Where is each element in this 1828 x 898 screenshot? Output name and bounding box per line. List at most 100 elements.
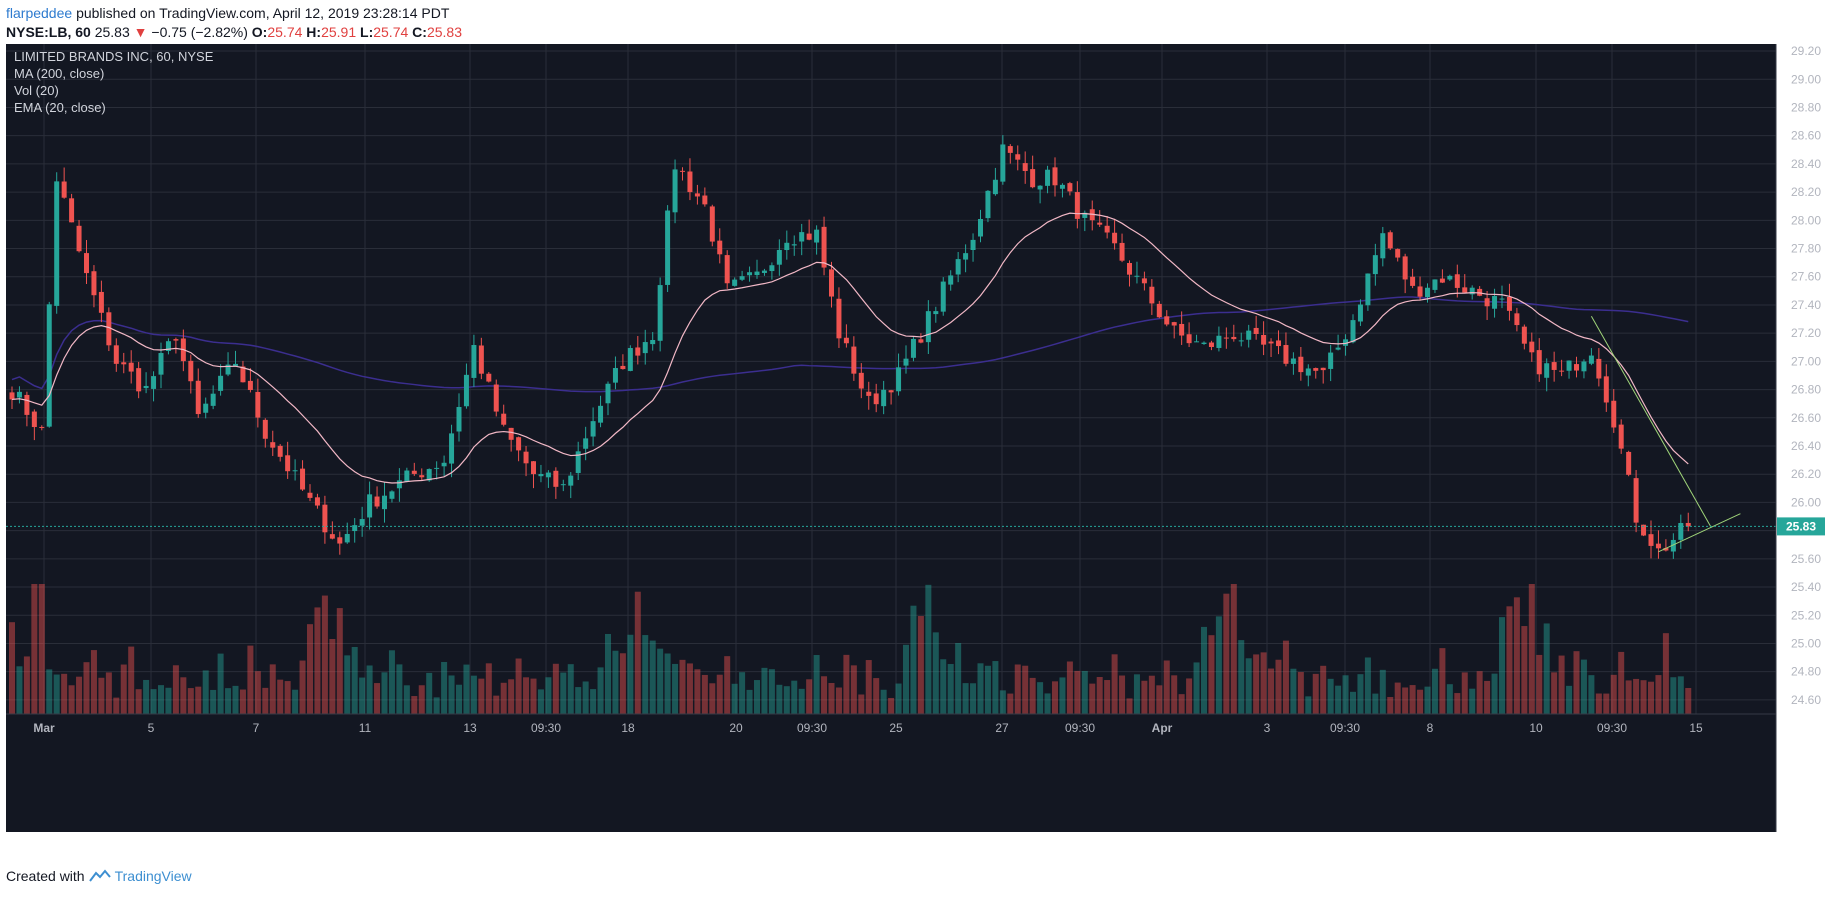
volume-bar [1506,606,1513,714]
candle-body [270,442,276,448]
volume-bar [649,640,656,714]
candle-body [151,376,157,389]
trendline[interactable] [1590,315,1712,527]
candle-body [754,271,760,276]
time-axis[interactable]: Mar 5 7 11 13 09:30 18 20 09:30 25 27 09:30 Apr 3 09:3… [33,721,1703,735]
price-axis[interactable]: 29.20 29.00 28.80 28.60 28.40 28.20 28.00 27.80… [1791,44,1821,707]
candle-body [1626,451,1632,475]
candle-body [158,353,164,375]
candle-body [672,169,678,213]
candle-body [136,368,142,392]
volume-bar [560,672,567,714]
candle-body [583,438,589,449]
volume-bar [68,685,75,714]
price-tick-label: 25.40 [1791,580,1821,594]
candle-body [121,362,127,365]
candle-body [247,380,253,390]
volume-bar [1431,668,1438,714]
legend-vol[interactable]: Vol (20) [14,83,59,98]
volume-bar [1670,677,1677,714]
volume-bar [247,645,254,714]
price-tick-label: 28.20 [1791,185,1821,199]
volume-bar [463,664,470,714]
volume-bar [1513,597,1520,714]
trendlines[interactable] [1590,315,1741,553]
volume-bar [1230,584,1237,714]
volume-bar [31,584,38,714]
legend-ema[interactable]: EMA (20, close) [14,100,106,115]
volume-bar [448,675,455,714]
price-tick-label: 25.00 [1791,636,1821,650]
tradingview-brand-link[interactable]: TradingView [114,868,192,884]
volume-bar [470,675,477,714]
volume-bar [1104,680,1111,714]
candle-body [277,445,283,457]
ma-200-line [11,296,1689,393]
candle-body [769,265,775,272]
volume-bar [1133,674,1140,714]
candle-body [1559,370,1565,372]
volume-bar [1312,673,1319,714]
candle-body [843,337,849,344]
volume-bar [590,689,597,714]
price-tick-label: 27.60 [1791,270,1821,284]
candle-body [300,468,306,490]
volume-bar [418,685,425,714]
volume-bar [768,669,775,714]
candle-body [948,275,954,285]
volume-bar [351,646,358,714]
candle-body [620,365,626,370]
candle-body [1074,192,1080,219]
candle-body [1670,539,1676,552]
volume-bar [783,686,790,714]
candle-body [888,390,894,393]
legend-ma[interactable]: MA (200, close) [14,66,104,81]
volume-bar [403,685,410,714]
volume-bar [1282,640,1289,714]
candle-body [1134,275,1140,277]
volume-bar [1297,672,1304,714]
volume-bar [575,687,582,714]
candle-body [203,403,209,413]
volume-bar [1320,665,1327,714]
volume-bar [612,650,619,714]
volume-bar [321,595,328,714]
open-label: O: [251,24,268,40]
volume-bar [1215,616,1222,714]
author-link[interactable]: flarpeddee [6,5,73,21]
time-tick-label: 11 [359,721,372,735]
candle-body [791,244,797,246]
volume-bar [180,677,187,714]
time-tick-label: 25 [889,721,903,735]
volume-bar [441,661,448,714]
volume-bar [962,683,969,714]
volume-bar [672,663,679,714]
candle-body [1223,337,1229,339]
volume-bar [597,667,604,714]
price-tick-label: 28.40 [1791,157,1821,171]
candle-body [1633,478,1639,523]
volume-bar [135,689,142,714]
candle-body [1663,547,1669,551]
price-tick-label: 29.20 [1791,44,1821,58]
volume-bar [1029,677,1036,714]
time-tick-label: Mar [33,721,55,735]
candle-body [1350,320,1356,343]
candle-body [374,496,380,507]
candle-body [568,475,574,486]
candle-body [776,249,782,265]
candle-body [784,242,790,251]
volume-bar [1305,696,1312,714]
volume-bar [411,696,418,714]
last-price: 25.83 [94,24,130,40]
price-chart[interactable]: 29.20 29.00 28.80 28.60 28.40 28.20 28.00 27.80… [0,44,1828,862]
volume-bar [1342,675,1349,714]
candle-body [1000,144,1006,182]
candle-body [1372,255,1378,275]
candle-body [761,270,767,273]
volume-bar [1558,655,1565,714]
candle-body [69,198,75,223]
volume-bar [634,591,641,714]
trendline[interactable] [1658,513,1741,553]
price-tick-label: 26.20 [1791,467,1821,481]
